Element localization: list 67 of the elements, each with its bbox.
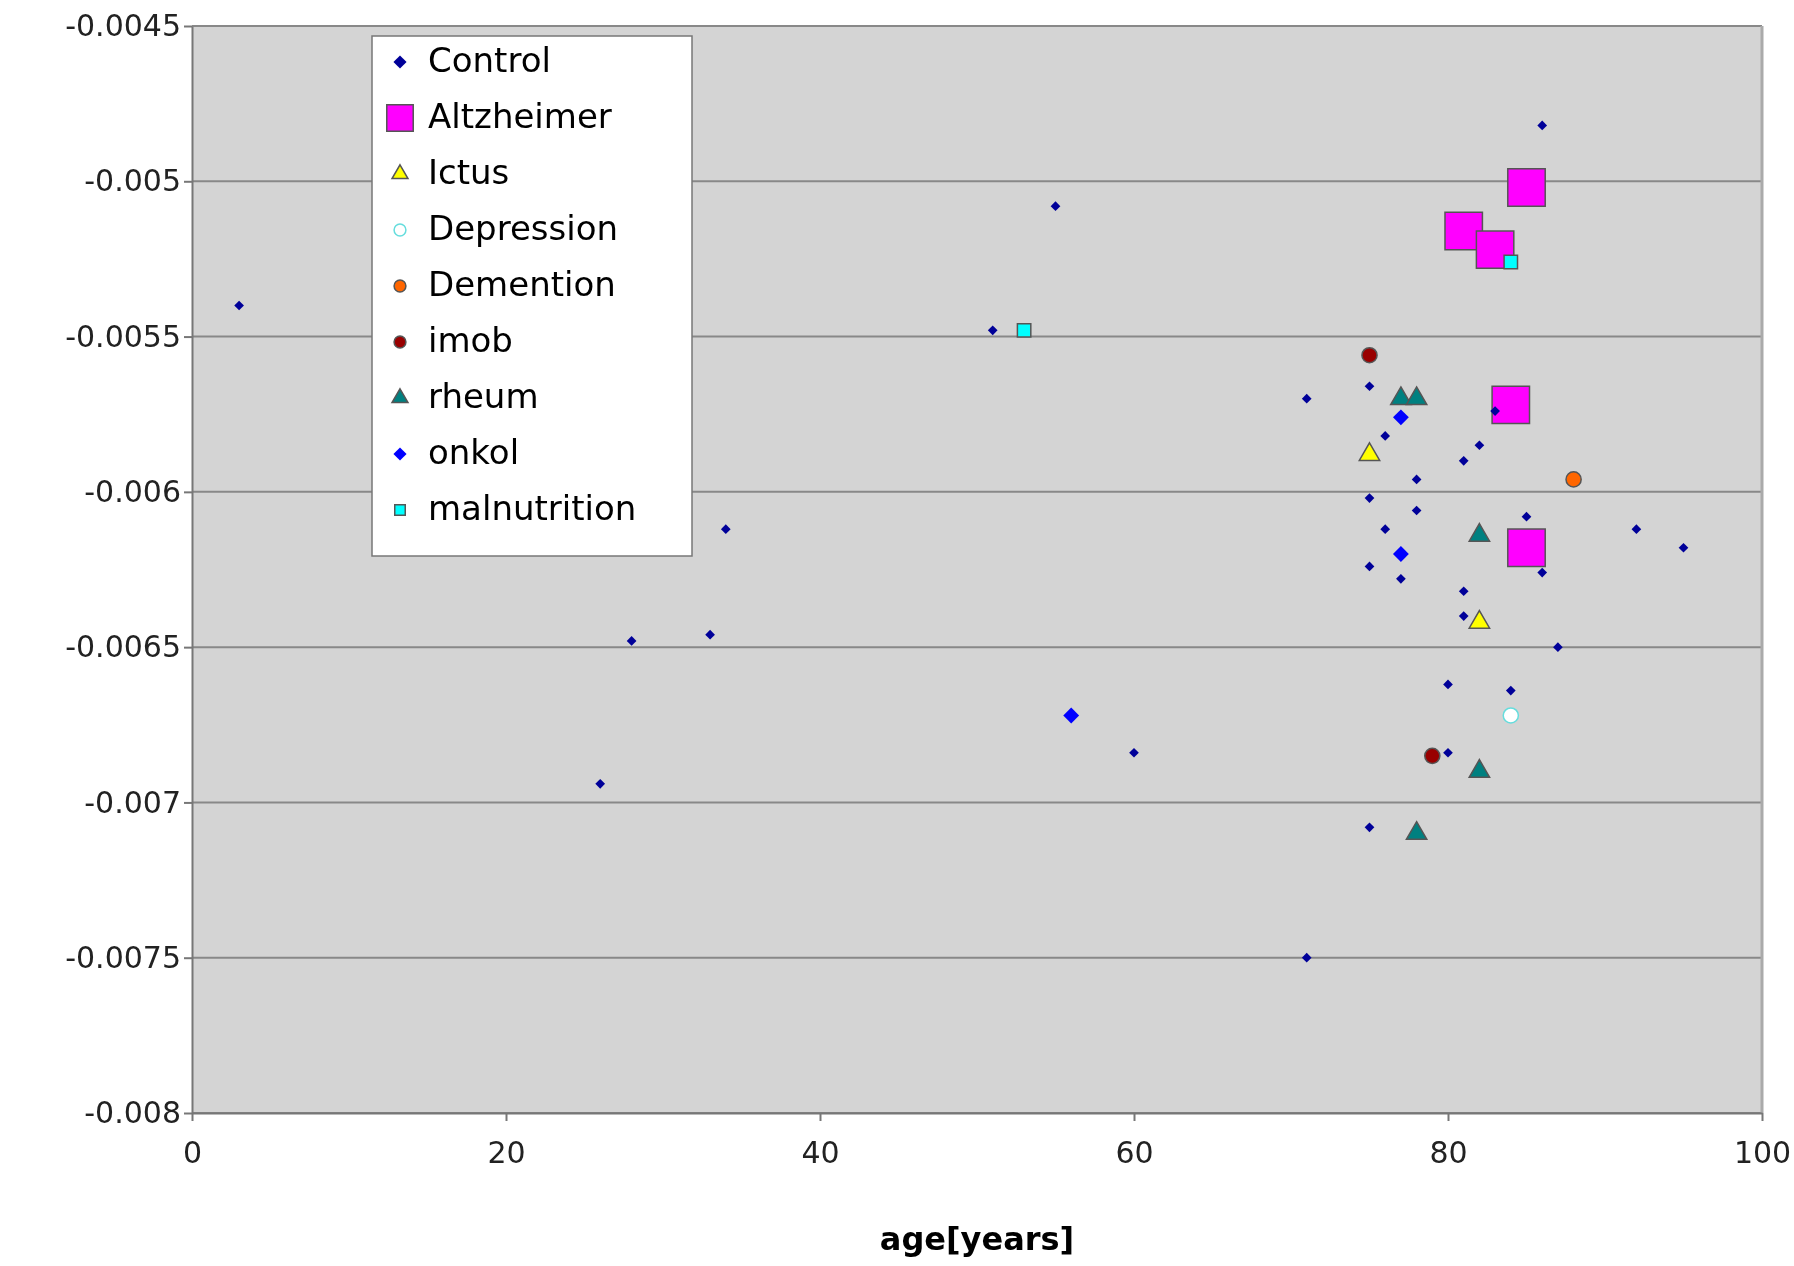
point <box>1507 168 1546 207</box>
point <box>1458 455 1469 466</box>
point <box>1458 586 1469 597</box>
point <box>1380 431 1391 441</box>
point <box>1443 679 1453 690</box>
point <box>720 524 731 534</box>
point <box>234 300 244 311</box>
legend-label: Control <box>428 40 551 80</box>
point <box>1505 685 1516 696</box>
x-tick-label: 0 <box>182 1135 203 1170</box>
y-tick-label: -0.005 <box>84 163 181 199</box>
legend-label: rheum <box>428 376 539 416</box>
legend-label: Altzheimer <box>428 96 612 136</box>
x-tick-label: 60 <box>1115 1135 1154 1170</box>
y-tick-label: -0.0075 <box>65 939 181 975</box>
x-tick-label: 100 <box>1733 1135 1792 1170</box>
point <box>1392 409 1409 426</box>
point <box>1521 511 1532 522</box>
point <box>1678 542 1689 553</box>
point <box>1565 471 1582 488</box>
x-tick-label: 40 <box>801 1135 840 1170</box>
point <box>1301 393 1312 404</box>
legend-label: malnutrition <box>428 488 637 528</box>
point <box>1423 747 1441 765</box>
point <box>1458 611 1469 621</box>
y-tick-label: -0.007 <box>84 784 181 820</box>
legend-label: imob <box>428 320 513 360</box>
point <box>1553 642 1563 652</box>
legend-label: Depression <box>428 208 619 248</box>
point <box>1443 747 1453 758</box>
point <box>1631 524 1642 534</box>
x-axis-title: age[years] <box>879 1220 1075 1258</box>
point <box>1507 528 1546 568</box>
x-tick-label: 20 <box>487 1135 526 1170</box>
point <box>1396 573 1406 584</box>
point <box>1364 493 1375 503</box>
point <box>1301 952 1312 963</box>
point <box>1361 346 1378 364</box>
y-tick-label: -0.006 <box>84 473 181 509</box>
point <box>1016 322 1032 338</box>
point <box>1537 567 1548 578</box>
point <box>595 778 606 789</box>
y-tick-label: -0.0055 <box>65 318 181 354</box>
point <box>1392 546 1409 562</box>
point <box>1490 406 1500 416</box>
point <box>987 325 998 336</box>
point <box>1129 747 1139 758</box>
point <box>1063 707 1080 724</box>
point <box>1503 254 1519 270</box>
legend-label: Ictus <box>428 152 510 192</box>
point <box>1364 381 1375 392</box>
point <box>1474 440 1485 451</box>
point <box>1502 707 1520 724</box>
point <box>1380 524 1391 534</box>
point <box>705 629 715 640</box>
point <box>1491 385 1531 425</box>
point <box>1364 822 1375 833</box>
legend-label: onkol <box>428 432 520 472</box>
point <box>626 636 637 646</box>
x-tick-label: 80 <box>1429 1135 1468 1170</box>
y-tick-label: -0.0065 <box>65 629 181 665</box>
y-tick-label: -0.008 <box>84 1095 181 1131</box>
y-tick-label: -0.0045 <box>65 8 181 44</box>
point <box>1050 201 1061 211</box>
point <box>1537 120 1548 131</box>
legend-label: Demention <box>428 264 616 304</box>
point <box>1411 474 1422 485</box>
